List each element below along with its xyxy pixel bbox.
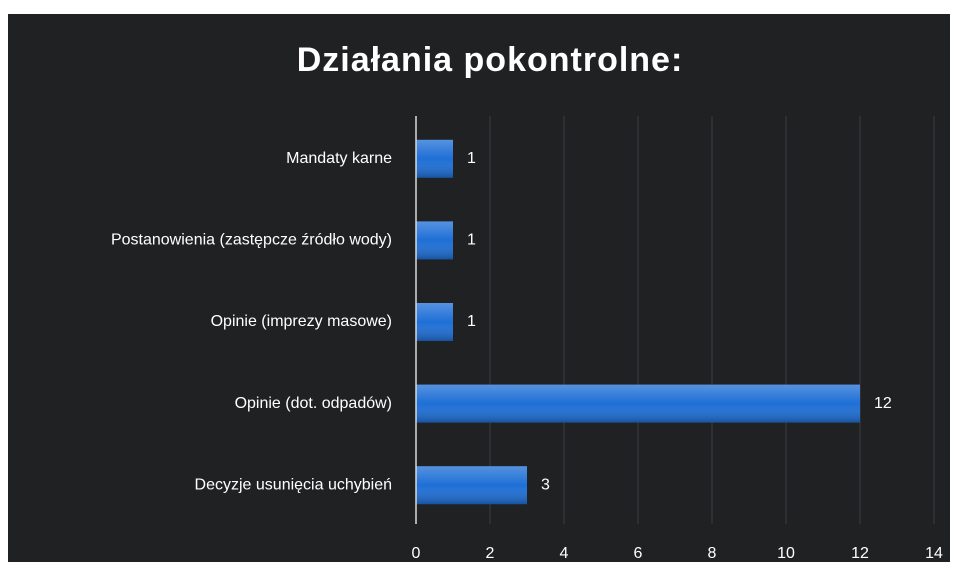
x-tick-label: 0 [412,545,421,562]
value-label: 3 [541,476,550,493]
x-tick-label: 2 [486,545,495,562]
bar-shine [416,303,453,341]
value-label: 1 [467,150,476,167]
y-tick-label: Decyzje usunięcia uchybień [195,476,392,493]
x-tick-label: 6 [634,545,643,562]
bar-shine [416,384,860,423]
bar-shine [416,139,453,178]
value-label: 12 [874,395,892,412]
bar-shine [416,466,527,505]
x-tick-label: 12 [851,545,869,562]
chart-title: Działania pokontrolne: [297,41,684,79]
bar-shine [416,221,453,260]
y-tick-label: Postanowienia (zastępcze źródło wody) [111,232,392,249]
x-tick-label: 8 [708,545,717,562]
value-label: 1 [467,232,476,249]
y-tick-label: Mandaty karne [286,150,392,167]
y-tick-label: Opinie (dot. odpadów) [235,395,392,412]
value-label: 1 [467,313,476,330]
x-tick-label: 10 [777,545,795,562]
x-tick-label: 14 [925,545,943,562]
y-tick-label: Opinie (imprezy masowe) [211,313,392,330]
x-tick-label: 4 [560,545,569,562]
